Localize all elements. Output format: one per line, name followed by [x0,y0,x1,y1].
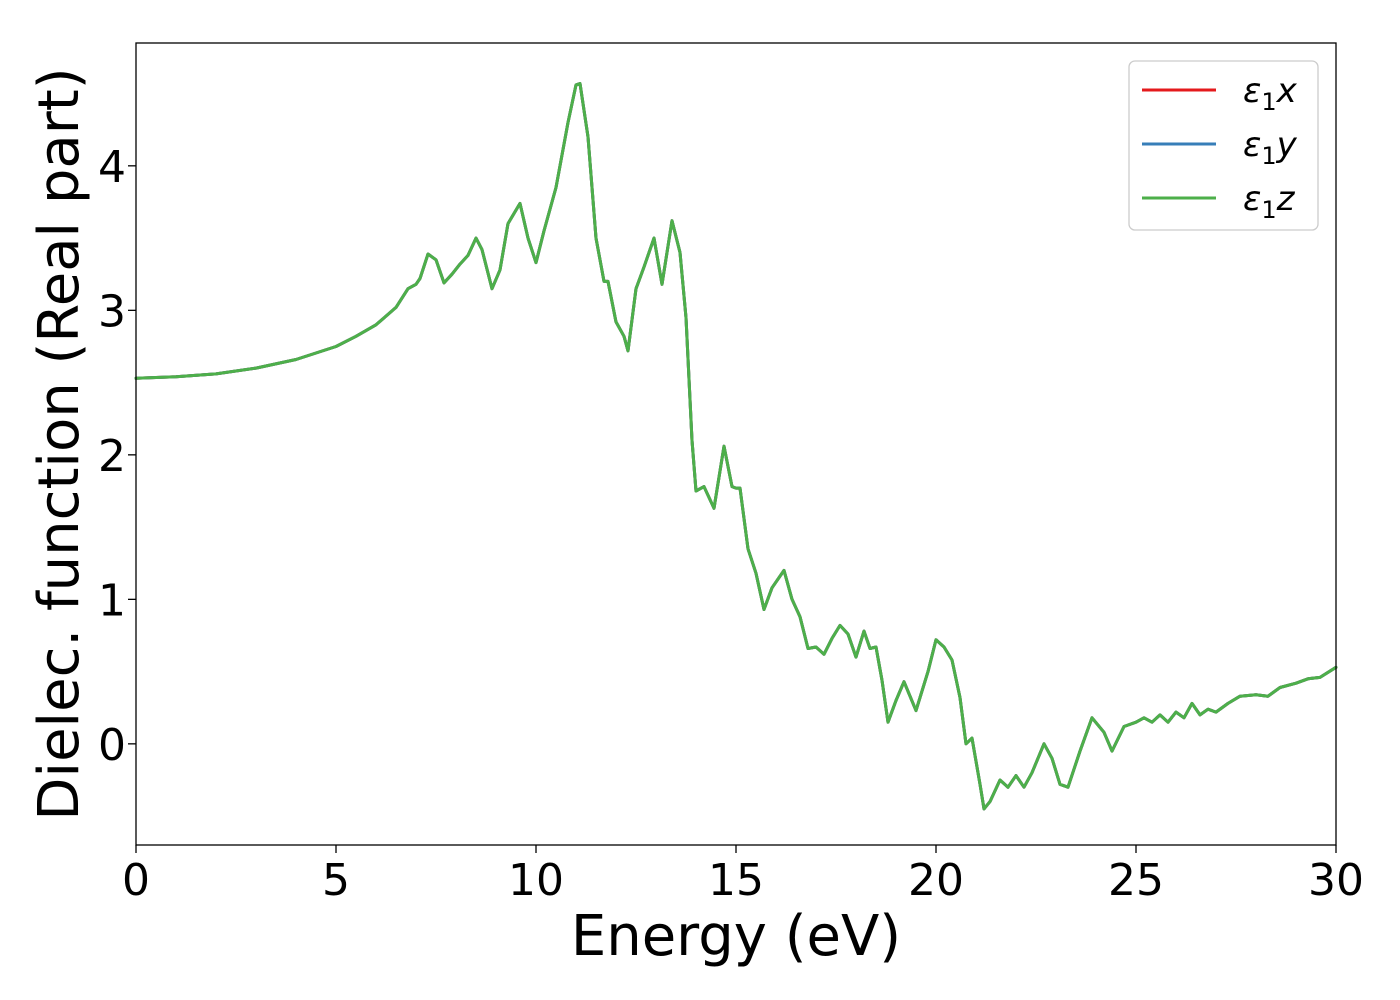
x-tick-label: 30 [1308,855,1364,906]
x-tick-label: 20 [908,855,964,906]
legend-label: ε1y [1243,125,1298,170]
x-tick-label: 5 [322,855,350,906]
y-tick-label: 0 [98,720,126,771]
series-line-ε1z [134,82,1338,811]
x-tick-label: 0 [122,855,150,906]
x-axis-ticks: 0 5 10 15 20 25 30 [122,845,1364,906]
y-axis-ticks: 0 1 2 3 4 [98,142,136,771]
y-tick-label: 3 [98,286,126,337]
x-tick-label: 15 [708,855,764,906]
x-axis-label: Energy (eV) [571,904,901,969]
y-tick-label: 2 [98,431,126,482]
y-tick-label: 4 [98,142,126,193]
x-tick-label: 10 [508,855,564,906]
y-tick-label: 1 [98,575,126,626]
series-layer [134,82,1338,811]
y-axis-label: Dielec. function (Real part) [27,67,92,820]
x-tick-label: 25 [1108,855,1164,906]
legend-box [1128,60,1319,231]
